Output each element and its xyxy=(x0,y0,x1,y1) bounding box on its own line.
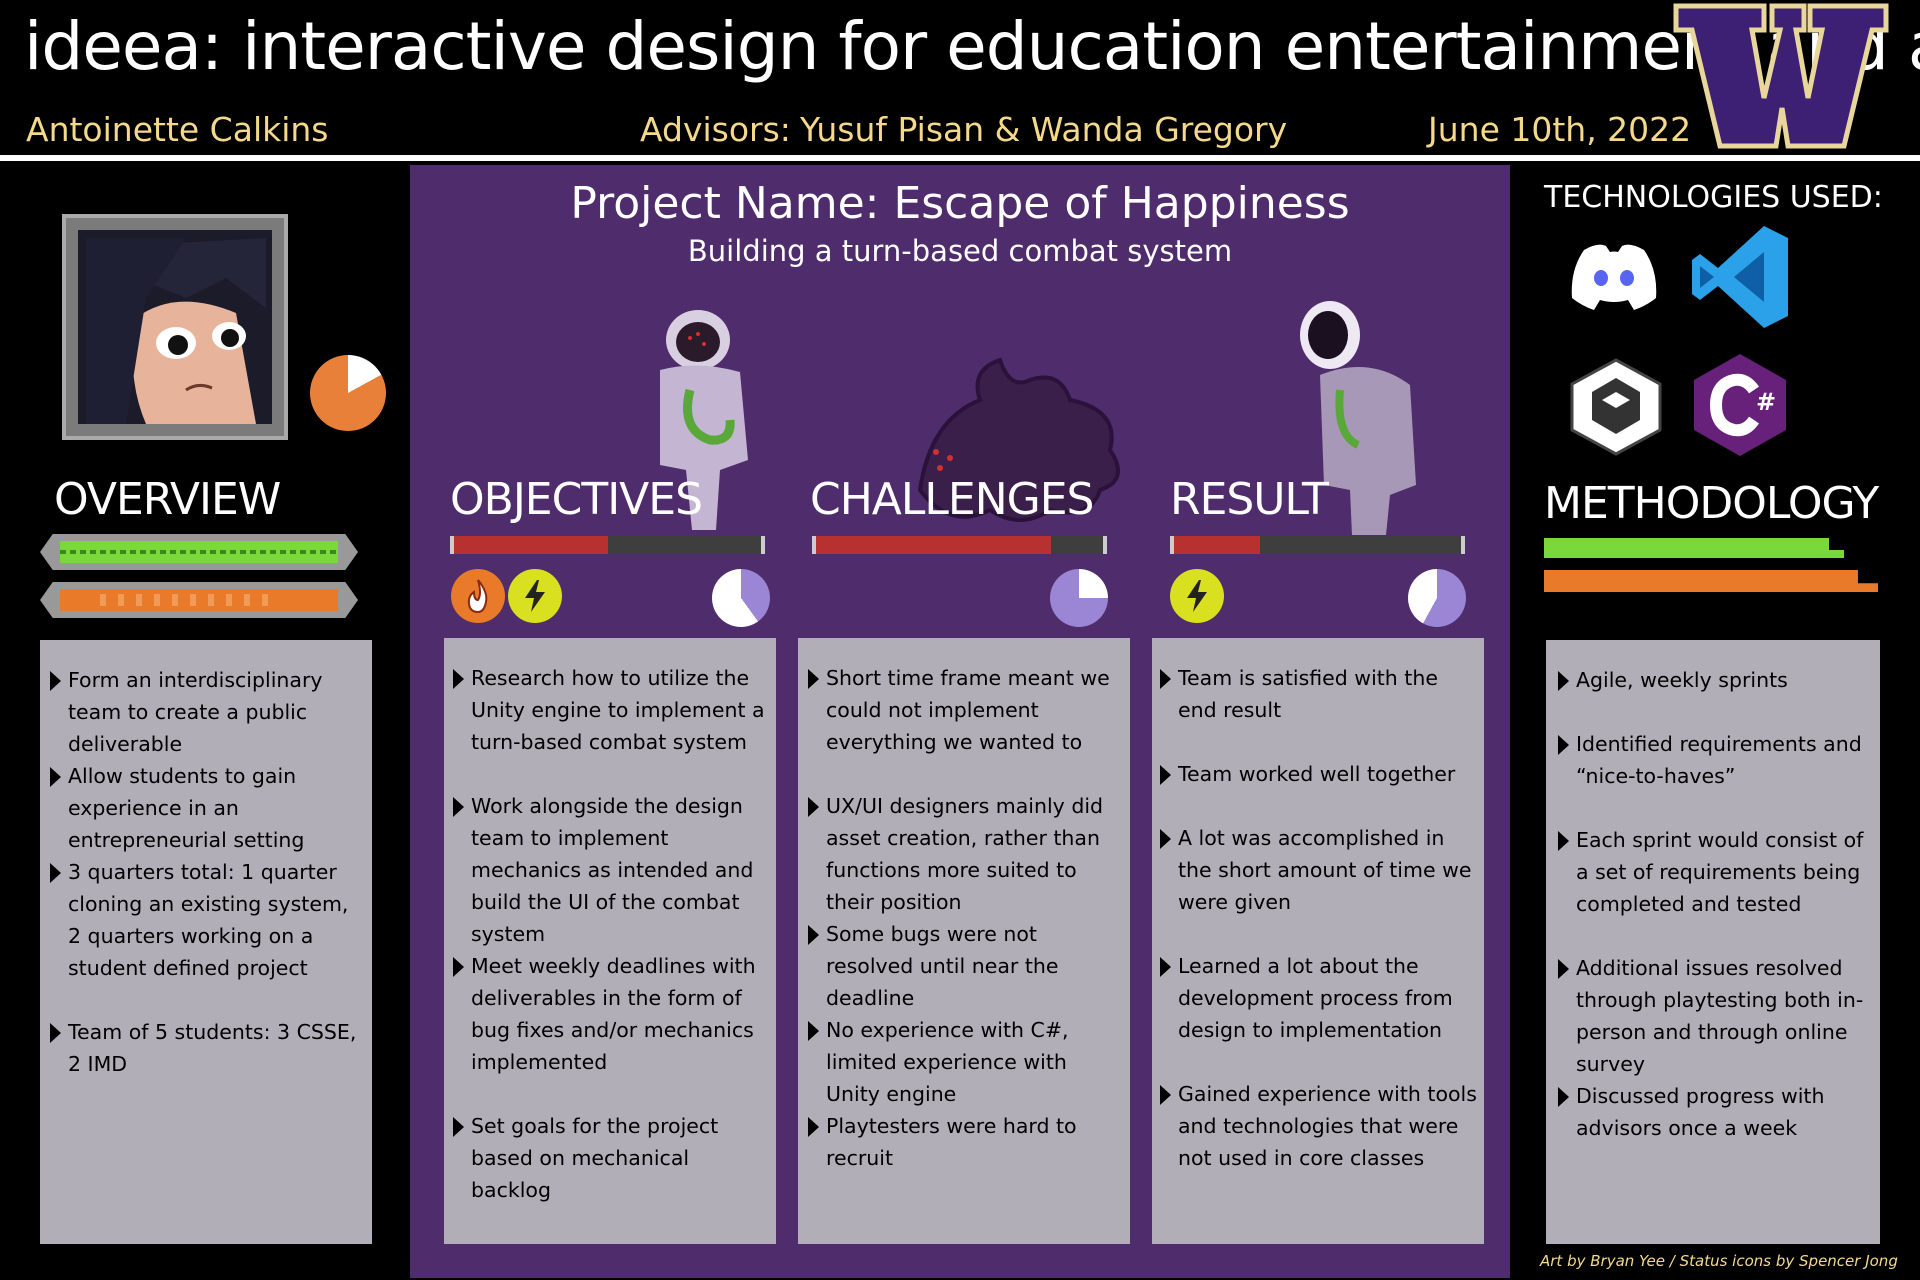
lightning-icon xyxy=(1170,569,1224,623)
list-item: Gained experience with tools and technol… xyxy=(1160,1078,1478,1174)
challenges-status-pie xyxy=(1050,569,1108,627)
lightning-icon xyxy=(508,569,562,623)
vscode-icon xyxy=(1692,226,1788,328)
list-item: Team of 5 students: 3 CSSE, 2 IMD xyxy=(50,1016,364,1080)
list-item: Each sprint would consist of a set of re… xyxy=(1558,824,1876,920)
list-item: Allow students to gain experience in an … xyxy=(50,760,364,856)
overview-card: Form an interdisciplinary team to create… xyxy=(40,640,372,1244)
discord-icon xyxy=(1571,244,1657,310)
csharp-icon: # xyxy=(1694,354,1786,456)
list-item: Additional issues resolved through playt… xyxy=(1558,952,1876,1080)
methodology-progress-orange xyxy=(1544,570,1878,592)
health-bar xyxy=(40,534,358,570)
svg-text:#: # xyxy=(1756,388,1776,416)
list-item: Discussed progress with advisors once a … xyxy=(1558,1080,1876,1144)
astronaut-hero-icon xyxy=(660,310,748,530)
list-item: A lot was accomplished in the short amou… xyxy=(1160,822,1478,918)
list-item: Research how to utilize the Unity engine… xyxy=(453,662,771,758)
result-title: RESULT xyxy=(1170,474,1329,525)
list-item: Set goals for the project based on mecha… xyxy=(453,1110,771,1206)
poster-date: June 10th, 2022 xyxy=(1428,110,1692,149)
project-name: Project Name: Escape of Happiness xyxy=(570,178,1350,229)
author-name: Antoinette Calkins xyxy=(26,110,329,149)
technologies-title: TECHNOLOGIES USED: xyxy=(1544,180,1883,215)
avatar xyxy=(62,214,288,440)
shadow-monster-icon xyxy=(917,357,1120,522)
list-item: Some bugs were not resolved until near t… xyxy=(808,918,1126,1014)
fire-icon xyxy=(451,569,505,623)
methodology-card: Agile, weekly sprints Identified require… xyxy=(1546,640,1880,1244)
list-item: 3 quarters total: 1 quarter cloning an e… xyxy=(50,856,364,984)
project-subtitle: Building a turn-based combat system xyxy=(687,234,1233,268)
list-item: Form an interdisciplinary team to create… xyxy=(50,664,364,760)
challenges-hp-bar xyxy=(812,536,1107,554)
list-item: Playtesters were hard to recruit xyxy=(808,1110,1126,1174)
advisors-label: Advisors: xyxy=(640,110,791,149)
poster-title: ideea: interactive design for education … xyxy=(24,8,1920,85)
challenges-card: Short time frame meant we could not impl… xyxy=(798,638,1130,1244)
objectives-hp-bar xyxy=(450,536,765,554)
methodology-progress-green xyxy=(1544,538,1844,558)
energy-bar xyxy=(40,582,358,618)
result-status-pie xyxy=(1408,569,1466,627)
result-card: Team is satisfied with the end result Te… xyxy=(1152,638,1484,1244)
objectives-status-pie xyxy=(712,569,770,627)
challenges-title: CHALLENGES xyxy=(810,474,1094,525)
list-item: No experience with C#, limited experienc… xyxy=(808,1014,1126,1110)
objectives-card: Research how to utilize the Unity engine… xyxy=(444,638,776,1244)
hooded-astronaut-icon xyxy=(1300,301,1416,535)
avatar-portrait-icon xyxy=(78,230,272,424)
list-item: Team worked well together xyxy=(1160,758,1478,790)
list-item: Learned a lot about the development proc… xyxy=(1160,950,1478,1046)
unity-icon xyxy=(1570,358,1662,456)
list-item: Identified requirements and “nice-to-hav… xyxy=(1558,728,1876,792)
uw-w-logo xyxy=(1673,3,1889,149)
list-item: Work alongside the design team to implem… xyxy=(453,790,771,950)
overview-status-pie xyxy=(310,355,386,431)
list-item: Short time frame meant we could not impl… xyxy=(808,662,1126,758)
list-item: Agile, weekly sprints xyxy=(1558,664,1876,696)
list-item: Team is satisfied with the end result xyxy=(1160,662,1478,726)
list-item: UX/UI designers mainly did asset creatio… xyxy=(808,790,1126,918)
objectives-title: OBJECTIVES xyxy=(450,474,703,525)
overview-title: OVERVIEW xyxy=(54,474,281,525)
methodology-title: METHODOLOGY xyxy=(1544,478,1879,529)
art-credit: Art by Bryan Yee / Status icons by Spenc… xyxy=(1540,1252,1898,1270)
advisors-names: Yusuf Pisan & Wanda Gregory xyxy=(800,110,1288,149)
list-item: Meet weekly deadlines with deliverables … xyxy=(453,950,771,1078)
header-divider xyxy=(0,155,1920,161)
result-hp-bar xyxy=(1170,536,1465,554)
